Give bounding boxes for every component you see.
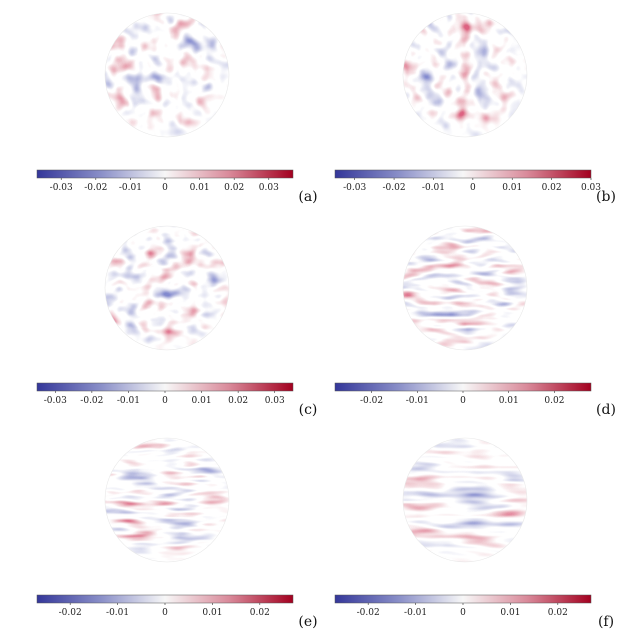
colorbar <box>36 594 294 604</box>
colorbar-tick-label: 0.03 <box>265 396 285 406</box>
colorbar-tick-label: 0 <box>460 608 466 618</box>
colorbar-tick-label: -0.01 <box>106 608 129 618</box>
colorbar-tick-label: 0 <box>162 396 168 406</box>
colorbar-tick-label: -0.01 <box>422 183 445 193</box>
sphere-shade <box>402 225 528 351</box>
colorbar <box>334 594 592 604</box>
colorbar-tick-label: 0.01 <box>202 608 222 618</box>
panel-label: (a) <box>298 189 317 205</box>
colorbar-tick-label: -0.02 <box>357 608 380 618</box>
colorbar-tick-label: -0.01 <box>406 396 429 406</box>
colorbar-tick-label: 0.03 <box>581 183 601 193</box>
colorbar-tick-label: -0.02 <box>84 183 107 193</box>
colorbar <box>334 382 592 392</box>
panel-label: (c) <box>299 402 318 418</box>
colorbar-tick-label: 0 <box>470 183 476 193</box>
colorbar-tick-label: 0.02 <box>548 608 568 618</box>
panel: -0.03 -0.02 -0.01 0 0.01 0.02 0.03 (c) <box>36 225 318 418</box>
colorbar-tick-label: 0 <box>460 396 466 406</box>
colorbar-tick-label: -0.02 <box>360 396 383 406</box>
colorbar-tick-label: -0.02 <box>80 396 103 406</box>
colorbar-tick-label: 0.01 <box>192 396 212 406</box>
colorbar-tick-label: -0.03 <box>44 396 67 406</box>
colorbar-tick-label: 0.01 <box>190 183 210 193</box>
colorbar-tick-label: 0.02 <box>250 608 270 618</box>
panel: -0.03 -0.02 -0.01 0 0.01 0.02 0.03 (a) <box>36 12 318 205</box>
sphere-shade <box>104 225 230 351</box>
colorbar-tick-label: 0.02 <box>542 183 562 193</box>
colorbar-tick-label: -0.01 <box>404 608 427 618</box>
colorbar-tick-label: 0.01 <box>500 608 520 618</box>
colorbar-tick-label: 0 <box>162 608 168 618</box>
colorbar-tick-label: -0.03 <box>50 183 73 193</box>
panel: -0.02 -0.01 0 0.01 0.02 (e) <box>36 437 318 630</box>
colorbar-tick-label: 0.01 <box>499 396 519 406</box>
colorbar-tick-label: -0.01 <box>117 396 140 406</box>
sphere-shade <box>104 437 230 563</box>
panel: -0.02 -0.01 0 0.01 0.02 (f) <box>334 437 614 630</box>
panel-label: (d) <box>596 402 616 418</box>
colorbar-tick-label: -0.02 <box>383 183 406 193</box>
colorbar-tick-label: 0.01 <box>502 183 522 193</box>
sphere-shade <box>402 12 528 138</box>
colorbar-tick-label: -0.02 <box>59 608 82 618</box>
panel-label: (b) <box>596 189 616 205</box>
colorbar-tick-label: 0.02 <box>544 396 564 406</box>
panel-label: (f) <box>598 614 614 630</box>
colorbar-tick-label: 0.03 <box>259 183 279 193</box>
colorbar-tick-label: -0.03 <box>343 183 366 193</box>
panel-label: (e) <box>298 614 317 630</box>
colorbar-tick-label: 0 <box>162 183 168 193</box>
colorbar-tick-label: 0.02 <box>224 183 244 193</box>
panel: -0.02 -0.01 0 0.01 0.02 (d) <box>334 225 616 418</box>
colorbar-tick-label: 0.02 <box>228 396 248 406</box>
sphere-shade <box>104 12 230 138</box>
panel: -0.03 -0.02 -0.01 0 0.01 0.02 0.03(b) <box>334 12 616 205</box>
colorbar <box>334 169 592 179</box>
colorbar <box>36 382 294 392</box>
colorbar-tick-label: -0.01 <box>119 183 142 193</box>
colorbar <box>36 169 294 179</box>
sphere-shade <box>402 437 528 563</box>
